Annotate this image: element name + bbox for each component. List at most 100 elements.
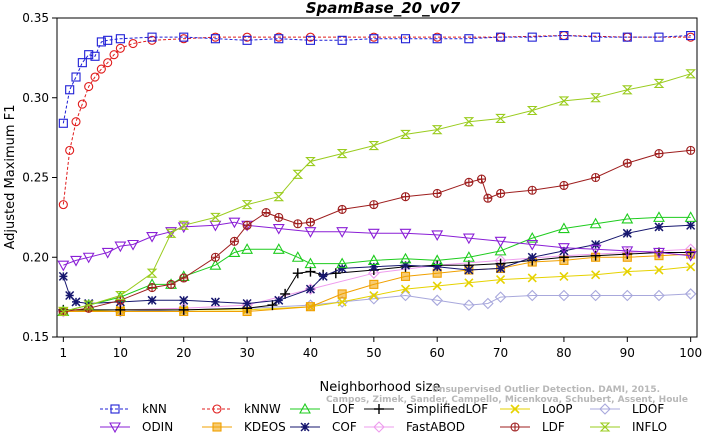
- data-point: [210, 212, 221, 222]
- legend-marker: [109, 422, 121, 434]
- legend-marker: [599, 403, 611, 415]
- data-point: [589, 217, 602, 229]
- data-point: [368, 267, 380, 279]
- data-point: [304, 227, 317, 238]
- data-point: [242, 220, 252, 230]
- legend-label: LDOF: [632, 402, 664, 416]
- data-point: [400, 260, 411, 270]
- data-point: [115, 304, 126, 315]
- data-point: [90, 51, 100, 61]
- data-point: [337, 289, 347, 299]
- data-point: [527, 273, 537, 283]
- data-point: [210, 297, 220, 307]
- data-point: [146, 231, 158, 243]
- data-point: [103, 58, 113, 68]
- data-point: [495, 113, 506, 124]
- data-point: [330, 268, 341, 279]
- data-point: [179, 32, 189, 42]
- data-point: [337, 263, 347, 273]
- data-point: [292, 268, 303, 279]
- data-point: [337, 35, 347, 45]
- plot-area: [57, 30, 697, 318]
- data-point: [84, 298, 94, 309]
- data-point: [147, 32, 157, 42]
- data-point: [591, 172, 601, 183]
- legend-item-odin: ODIN: [100, 420, 173, 434]
- legend-label: SimplifiedLOF: [406, 402, 488, 416]
- data-point: [432, 34, 442, 44]
- data-point: [432, 281, 442, 291]
- legend-item-lof: LOF: [290, 402, 355, 416]
- data-point: [71, 297, 81, 307]
- data-point: [591, 270, 601, 280]
- legend-marker: [299, 402, 311, 414]
- legend-marker: [300, 422, 310, 432]
- data-point: [146, 268, 158, 278]
- legend-item-kdeos: KDEOS: [202, 420, 286, 434]
- data-point: [589, 289, 602, 302]
- data-point: [228, 217, 241, 229]
- data-point: [527, 252, 537, 262]
- data-point: [686, 145, 696, 155]
- data-point: [336, 257, 349, 269]
- data-point: [399, 228, 412, 240]
- data-point: [103, 35, 113, 45]
- series-line: [62, 34, 691, 205]
- data-point: [77, 99, 87, 109]
- data-point: [494, 244, 507, 256]
- data-point: [179, 273, 189, 283]
- data-point: [83, 300, 95, 310]
- data-point: [558, 289, 570, 302]
- data-point: [272, 243, 285, 254]
- legend-marker: [510, 404, 520, 414]
- data-point: [653, 78, 665, 88]
- series-line: [62, 224, 691, 305]
- data-point: [178, 220, 190, 230]
- data-point: [179, 295, 189, 305]
- legend-item-inflo: INFLO: [590, 420, 667, 434]
- data-point: [368, 292, 380, 305]
- data-point: [58, 306, 69, 317]
- data-point: [209, 259, 222, 270]
- y-tick-label: 0.15: [22, 330, 49, 344]
- data-point: [622, 158, 632, 168]
- data-point: [654, 32, 664, 42]
- data-point: [654, 265, 664, 275]
- data-point: [115, 295, 125, 305]
- data-point: [400, 34, 411, 44]
- legend-label: LDF: [542, 420, 565, 434]
- data-point: [318, 271, 328, 281]
- legend-item-ldf: LDF: [500, 420, 565, 434]
- data-point: [654, 222, 664, 232]
- data-point: [558, 96, 570, 106]
- data-point: [241, 200, 253, 210]
- data-point: [305, 35, 316, 45]
- data-point: [591, 239, 601, 250]
- data-point: [482, 297, 494, 310]
- data-point: [684, 251, 697, 262]
- data-point: [336, 296, 348, 308]
- data-point: [621, 246, 634, 258]
- data-point: [559, 180, 569, 191]
- data-point: [589, 244, 602, 256]
- x-tick-label: 80: [556, 346, 571, 360]
- data-point: [591, 32, 601, 42]
- data-point: [464, 265, 474, 275]
- data-point: [400, 284, 411, 294]
- legend-item-cof: COF: [290, 420, 357, 434]
- data-point: [65, 85, 75, 95]
- legend-label: kNNW: [244, 402, 281, 416]
- y-axis-label: Adjusted Maximum F1: [3, 105, 18, 250]
- legend-marker: [110, 404, 120, 414]
- data-point: [399, 252, 412, 264]
- plot-frame: [56, 17, 698, 338]
- data-point: [526, 239, 539, 251]
- data-point: [71, 117, 81, 127]
- data-point: [58, 271, 68, 281]
- legend-marker: [374, 404, 384, 414]
- data-point: [115, 34, 125, 44]
- data-point: [369, 34, 379, 44]
- legend-item-knn: kNN: [100, 402, 167, 416]
- data-point: [622, 32, 632, 42]
- data-point: [400, 271, 411, 281]
